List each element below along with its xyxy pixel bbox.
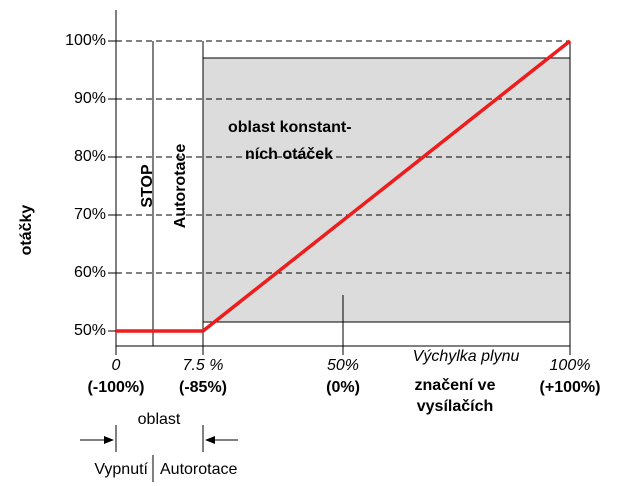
y-tick-label: 50%: [74, 322, 106, 339]
stop-label: STOP: [139, 164, 156, 208]
x-tick-label: 0: [112, 357, 121, 374]
x-tick-label: 100%: [550, 357, 591, 374]
x-tick-sublabel: (-85%): [179, 379, 227, 396]
x-tick-sublabel: (+100%): [540, 379, 601, 396]
region-text: oblast: [138, 411, 181, 428]
autorotation-label: Autorotace: [172, 144, 189, 229]
arrow-head: [104, 436, 114, 444]
x-tick-label: 50%: [327, 357, 359, 374]
marking-label: značení ve: [415, 377, 496, 394]
y-tick-label: 90%: [74, 90, 106, 107]
autorotation-text: Autorotace: [160, 461, 237, 478]
y-axis-label: otáčky: [18, 205, 35, 256]
y-tick-label: 70%: [74, 206, 106, 223]
x-tick-label: 7.5 %: [183, 357, 224, 374]
marking-label: vysílačích: [417, 398, 494, 415]
region-label: oblast konstant-: [228, 119, 352, 136]
y-tick-label: 60%: [74, 264, 106, 281]
throttle-label: Výchylka plynu: [413, 348, 520, 365]
constant-region: [202, 57, 571, 323]
y-tick-label: 80%: [74, 148, 106, 165]
y-tick-label: 100%: [65, 32, 106, 49]
off-text: Vypnutí: [94, 461, 148, 478]
x-tick-sublabel: (-100%): [88, 379, 145, 396]
region-label: ních otáček: [245, 146, 333, 163]
data-line: [116, 39, 572, 333]
arrow-head: [205, 436, 215, 444]
x-tick-sublabel: (0%): [326, 379, 360, 396]
